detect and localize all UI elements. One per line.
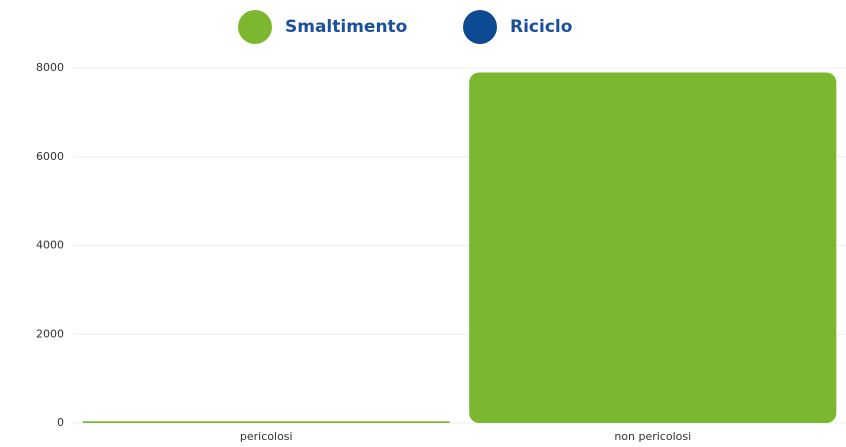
y-tick-label: 6000 xyxy=(36,150,64,163)
y-tick-label: 2000 xyxy=(36,327,64,340)
bar xyxy=(469,72,837,423)
legend-swatch xyxy=(463,10,497,44)
y-tick-label: 0 xyxy=(57,416,64,429)
x-tick-label: pericolosi xyxy=(240,430,293,443)
bar xyxy=(82,421,450,423)
legend-swatch xyxy=(238,10,272,44)
legend-label: Smaltimento xyxy=(285,17,407,37)
y-tick-label: 8000 xyxy=(36,61,64,74)
x-tick-label: non pericolosi xyxy=(614,430,691,443)
legend-label: Riciclo xyxy=(510,17,572,37)
y-tick-label: 4000 xyxy=(36,239,64,252)
